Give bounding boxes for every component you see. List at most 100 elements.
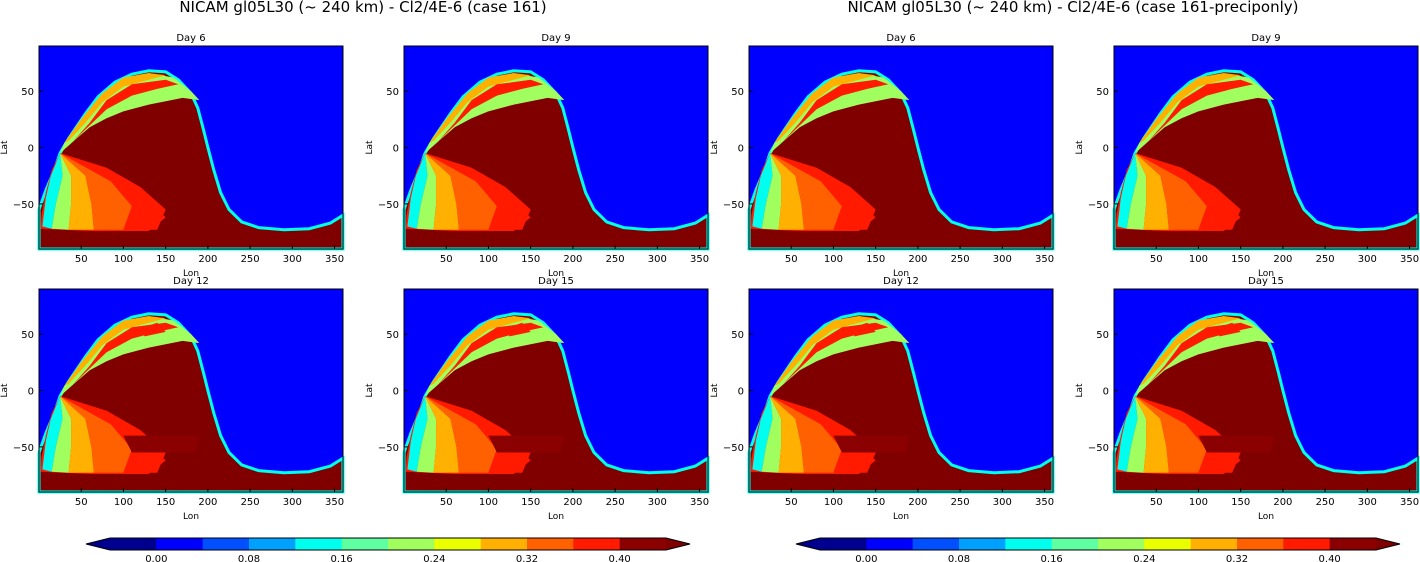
colorbar-under-arrow [796, 538, 820, 550]
lower-band-1 [407, 153, 428, 229]
lower-band-5 [425, 153, 531, 230]
y-tick-label: 0 [28, 387, 34, 398]
y-axis-label: Lat [1075, 140, 1085, 155]
colorbar-segment [156, 538, 204, 550]
colorbar-tick-label: 0.16 [331, 554, 353, 562]
upper-band-orange [64, 73, 166, 143]
x-tick-label: 100 [479, 254, 498, 265]
y-tick-label: 0 [28, 144, 34, 155]
upper-band-orange [1139, 73, 1241, 143]
colorbar-segment [573, 538, 621, 550]
y-tick-label: −50 [13, 200, 34, 211]
eddy [505, 322, 531, 337]
lower-band-1 [42, 153, 63, 229]
colorbar-segment [1051, 538, 1099, 550]
upper-band-light [1135, 316, 1275, 397]
x-tick-label: 150 [521, 497, 540, 508]
colorbar-segment [866, 538, 914, 550]
panel-8: Day 15 50 100 150 200 250 300 350 50 0 −50 Lon Lat [1075, 276, 1420, 522]
x-tick-label: 150 [156, 254, 175, 265]
lower-band-4 [60, 153, 132, 230]
colorbar-segment [820, 538, 867, 550]
upper-band-light [60, 316, 200, 397]
upper-band-orange [1139, 316, 1241, 386]
x-axis-label: Lon [183, 512, 199, 522]
x-tick-label: 200 [1273, 497, 1292, 508]
x-tick-label: 200 [198, 254, 217, 265]
x-tick-label: 100 [114, 254, 133, 265]
upper-band-red [782, 79, 889, 142]
lower-band-5 [60, 396, 166, 473]
lower-band-2 [761, 153, 782, 230]
colorbar-segment [1144, 538, 1192, 550]
upper-band-light [425, 73, 565, 154]
lower-band-3 [425, 396, 459, 473]
y-axis-label: Lat [710, 383, 720, 398]
lower-band-2 [51, 153, 72, 230]
x-tick-label: 250 [1316, 254, 1335, 265]
panel-title: Day 9 [541, 33, 570, 44]
y-tick-label: 50 [731, 87, 744, 98]
upper-band-light [60, 73, 200, 154]
y-tick-label: −50 [378, 443, 399, 454]
x-tick-label: 300 [993, 254, 1012, 265]
upper-band-light [425, 316, 565, 397]
lower-band-4 [770, 396, 842, 473]
y-tick-label: 0 [393, 387, 399, 398]
upper-band-orange [429, 73, 531, 143]
x-tick-label: 300 [283, 497, 302, 508]
left-figure-title: NICAM gl05L30 (~ 240 km) - Cl2/4E-6 (cas… [179, 0, 547, 16]
right-figure-title: NICAM gl05L30 (~ 240 km) - Cl2/4E-6 (cas… [847, 0, 1299, 16]
lower-band-4 [770, 153, 842, 230]
lower-band-1 [752, 153, 773, 229]
x-tick-label: 50 [1150, 254, 1163, 265]
colorbar-segment [295, 538, 343, 550]
lower-band-5 [60, 153, 166, 230]
colorbar-tick-label: 0.32 [516, 554, 538, 562]
upper-band-red [437, 322, 544, 385]
lower-band-1 [752, 396, 773, 472]
lower-band-4 [425, 153, 497, 230]
colorbar-segment [959, 538, 1006, 550]
x-tick-label: 250 [241, 497, 260, 508]
x-tick-label: 200 [198, 497, 217, 508]
x-tick-label: 50 [440, 497, 453, 508]
lower-band-4 [60, 396, 132, 473]
colorbar-segment [1329, 538, 1377, 550]
colorbar-tick-label: 0.24 [423, 554, 445, 562]
x-tick-label: 250 [1316, 497, 1335, 508]
colorbar-2: 0.00 0.08 0.16 0.24 0.32 0.40 [795, 537, 1401, 562]
colorbar-segment [1005, 538, 1053, 550]
lower-band-2 [1126, 153, 1147, 230]
colorbar-tick-label: 0.00 [855, 554, 877, 562]
y-tick-label: 50 [1096, 330, 1109, 341]
colorbar-segment [1283, 538, 1331, 550]
y-axis-label: Lat [365, 383, 375, 398]
x-tick-label: 350 [1400, 497, 1419, 508]
panel-2: Day 9 50 100 150 200 250 300 350 50 0 −50 Lon Lat [365, 33, 710, 279]
lower-band-1 [42, 396, 63, 472]
colorbar-segment [341, 538, 389, 550]
lower-band-3 [60, 153, 94, 230]
colorbar-tick-label: 0.32 [1226, 554, 1248, 562]
x-tick-label: 100 [1189, 254, 1208, 265]
colorbar-tick-label: 0.40 [609, 554, 631, 562]
x-tick-label: 100 [114, 497, 133, 508]
y-tick-label: −50 [1088, 443, 1109, 454]
y-tick-label: 50 [386, 87, 399, 98]
colorbar-1: 0.00 0.08 0.16 0.24 0.32 0.40 [85, 537, 691, 562]
panel-7: Day 12 50 100 150 200 250 300 350 50 0 −50 Lon Lat [710, 276, 1055, 522]
colorbar-segment [1098, 538, 1145, 550]
x-tick-label: 50 [1150, 497, 1163, 508]
x-tick-label: 50 [785, 497, 798, 508]
colorbar-segment [1237, 538, 1284, 550]
lower-band-5 [1135, 396, 1241, 473]
y-tick-label: −50 [723, 200, 744, 211]
x-tick-label: 150 [866, 254, 885, 265]
lower-band-5 [425, 396, 531, 473]
y-tick-label: 50 [21, 87, 34, 98]
y-axis-label: Lat [365, 140, 375, 155]
x-tick-label: 100 [824, 254, 843, 265]
y-tick-label: 50 [1096, 87, 1109, 98]
eddy [140, 322, 166, 337]
